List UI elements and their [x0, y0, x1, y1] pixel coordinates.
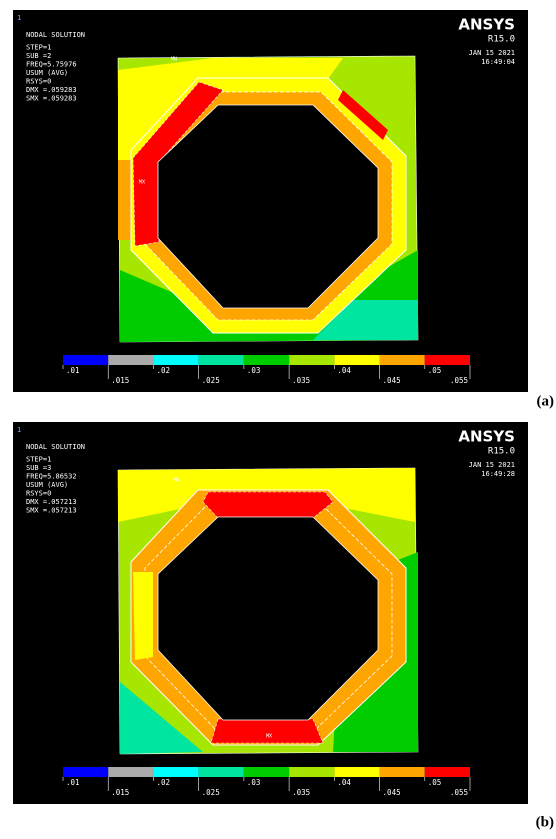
version: R15.0	[488, 447, 515, 457]
header-line: RSYS=0	[26, 78, 51, 86]
legend-label: .035	[292, 376, 310, 385]
min-label: MN	[173, 478, 179, 484]
header-line: DMX =.059283	[26, 86, 77, 94]
legend-swatch	[153, 355, 198, 365]
legend-swatch	[108, 355, 153, 365]
legend-swatch	[380, 355, 425, 365]
legend-swatch	[244, 355, 289, 365]
logo: ANSYS	[458, 16, 515, 34]
legend-label: .025	[202, 788, 220, 797]
legend-swatch	[244, 767, 289, 777]
header-line: SMX =.057213	[26, 507, 77, 515]
legend-label: .05	[428, 778, 442, 787]
legend-label: .015	[111, 788, 129, 797]
legend-swatch	[199, 355, 244, 365]
legend-swatch	[289, 767, 334, 777]
header-line: FREQ=5.75976	[26, 61, 77, 69]
header-line: RSYS=0	[26, 490, 51, 498]
legend-label: .025	[202, 376, 220, 385]
legend-swatch	[199, 767, 244, 777]
header-line: STEP=1	[26, 44, 51, 52]
version: R15.0	[488, 35, 515, 45]
header-line: STEP=1	[26, 456, 51, 464]
ring-band	[133, 572, 153, 660]
time: 16:49:28	[481, 470, 515, 478]
header-line: SMX =.059283	[26, 95, 77, 103]
min-label: MN	[171, 57, 177, 63]
legend-swatch	[425, 767, 470, 777]
header-line: FREQ=5.86532	[26, 473, 77, 481]
caption: (a)	[537, 393, 555, 409]
date: JAN 15 2021	[469, 461, 515, 469]
legend-label: .055	[450, 376, 468, 385]
ring-max	[203, 492, 333, 518]
header-line: NODAL SOLUTION	[26, 443, 85, 451]
legend-label: .015	[111, 376, 129, 385]
legend-swatch	[153, 767, 198, 777]
contour-band	[118, 160, 131, 240]
legend-label: .03	[247, 778, 261, 787]
legend-label: .045	[383, 376, 401, 385]
legend-label: .03	[247, 366, 261, 375]
logo: ANSYS	[458, 428, 515, 446]
header-line: DMX =.057213	[26, 498, 77, 506]
time: 16:49:04	[481, 58, 515, 66]
legend-label: .04	[337, 778, 351, 787]
legend-label: .035	[292, 788, 310, 797]
legend-label: .05	[428, 366, 442, 375]
caption: (b)	[536, 814, 554, 830]
max-label: MX	[139, 180, 145, 186]
figure: MNMX1NODAL SOLUTIONSTEP=1SUB =2FREQ=5.75…	[0, 0, 556, 839]
legend-swatch	[334, 767, 379, 777]
legend-label: .01	[66, 366, 80, 375]
legend-swatch	[108, 767, 153, 777]
max-label: MX	[266, 734, 272, 740]
header-line: USUM (AVG)	[26, 69, 68, 77]
date: JAN 15 2021	[469, 49, 515, 57]
header-line: SUB =3	[26, 464, 51, 472]
legend-swatch	[63, 355, 108, 365]
legend-label: .055	[450, 788, 468, 797]
legend-swatch	[334, 355, 379, 365]
legend-label: .02	[156, 778, 170, 787]
window-number: 1	[17, 426, 21, 434]
legend-label: .01	[66, 778, 80, 787]
legend-label: .04	[337, 366, 351, 375]
header-line: SUB =2	[26, 52, 51, 60]
legend-swatch	[63, 767, 108, 777]
legend-swatch	[425, 355, 470, 365]
header-line: NODAL SOLUTION	[26, 31, 85, 39]
legend-swatch	[289, 355, 334, 365]
legend-label: .045	[383, 788, 401, 797]
legend-swatch	[380, 767, 425, 777]
header-line: USUM (AVG)	[26, 481, 68, 489]
legend-label: .02	[156, 366, 170, 375]
window-number: 1	[17, 14, 21, 22]
